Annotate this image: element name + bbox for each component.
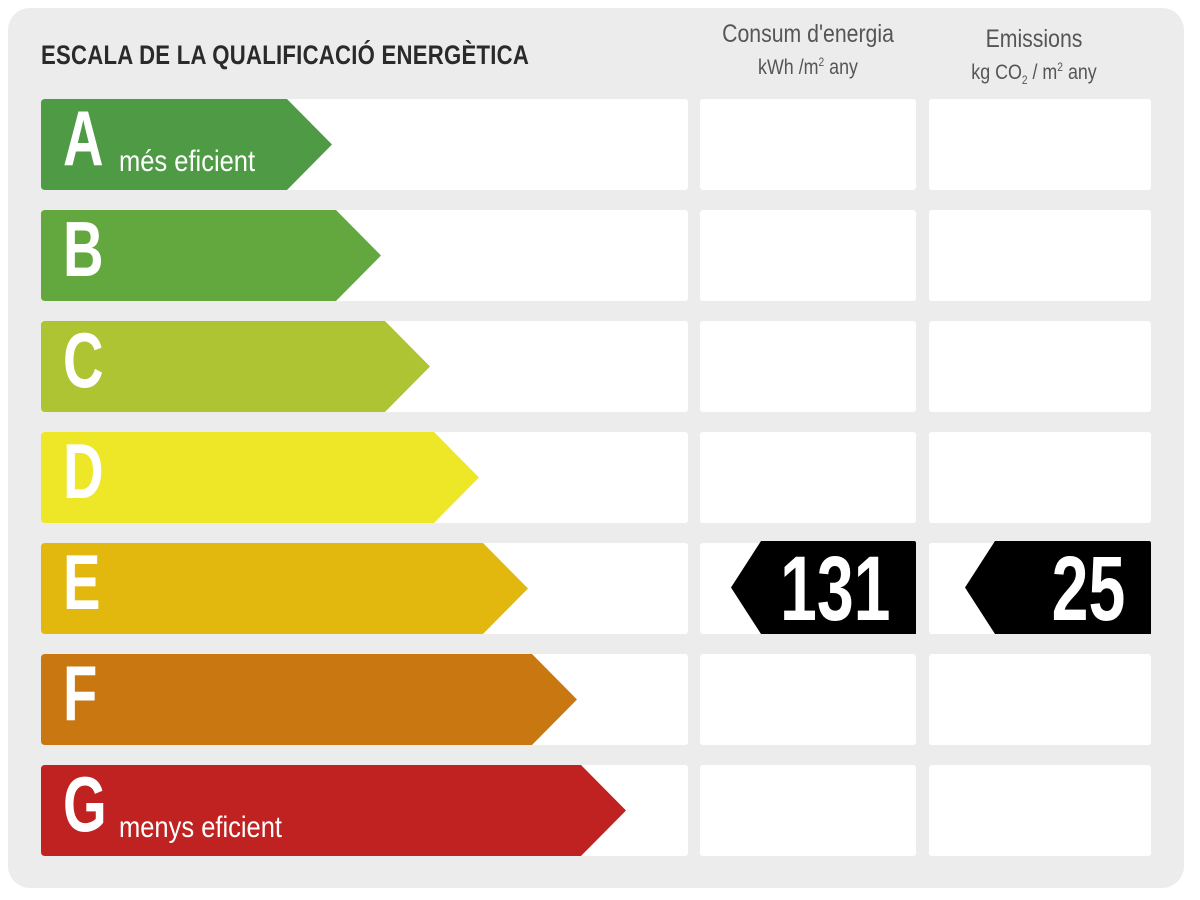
rating-letter: G bbox=[63, 760, 107, 848]
energy-unit: kWh /m2 any bbox=[758, 55, 858, 79]
rating-letter: B bbox=[63, 205, 104, 293]
emissions-cell-b bbox=[929, 210, 1151, 301]
emissions-cell-g bbox=[929, 765, 1151, 856]
energy-column-header: Consum d'energia kWh /m2 any bbox=[716, 20, 900, 80]
emissions-unit: kg CO2 / m2 any bbox=[971, 60, 1097, 88]
energy-cell-d bbox=[700, 432, 916, 523]
energy-value: 131 bbox=[779, 538, 890, 640]
emissions-cell-a bbox=[929, 99, 1151, 190]
energy-cell-c bbox=[700, 321, 916, 412]
emissions-column-header: Emissions kg CO2 / m2 any bbox=[945, 25, 1124, 87]
rating-letter: A bbox=[63, 94, 104, 182]
energy-cell-f bbox=[700, 654, 916, 745]
label-title: ESCALA DE LA QUALIFICACIÓ ENERGÈTICA bbox=[41, 40, 530, 70]
energy-cell-a bbox=[700, 99, 916, 190]
emissions-cell-d bbox=[929, 432, 1151, 523]
rating-letter: C bbox=[63, 316, 104, 404]
rating-bar-b: B bbox=[41, 205, 381, 301]
energy-cell-b bbox=[700, 210, 916, 301]
emissions-cell-f bbox=[929, 654, 1151, 745]
emissions-cell-c bbox=[929, 321, 1151, 412]
energy-value-badge: 131 bbox=[731, 538, 916, 640]
rating-bar-a: A més eficient bbox=[41, 94, 332, 190]
energy-cell-g bbox=[700, 765, 916, 856]
rating-bar-e: E bbox=[41, 538, 528, 634]
emissions-value: 25 bbox=[1051, 538, 1125, 640]
rating-letter: F bbox=[63, 649, 98, 737]
rating-letter: D bbox=[63, 427, 104, 515]
rating-bar-g: G menys eficient bbox=[41, 760, 626, 856]
emissions-column-title: Emissions bbox=[985, 25, 1083, 53]
rating-bar-d: D bbox=[41, 427, 479, 523]
rating-bar-f: F bbox=[41, 649, 577, 745]
energy-column-title: Consum d'energia bbox=[722, 20, 894, 48]
emissions-value-badge: 25 bbox=[965, 538, 1151, 640]
rating-description: menys eficient bbox=[119, 811, 282, 844]
rating-description: més eficient bbox=[119, 145, 256, 178]
rating-bar-c: C bbox=[41, 316, 430, 412]
rating-letter: E bbox=[63, 538, 101, 626]
